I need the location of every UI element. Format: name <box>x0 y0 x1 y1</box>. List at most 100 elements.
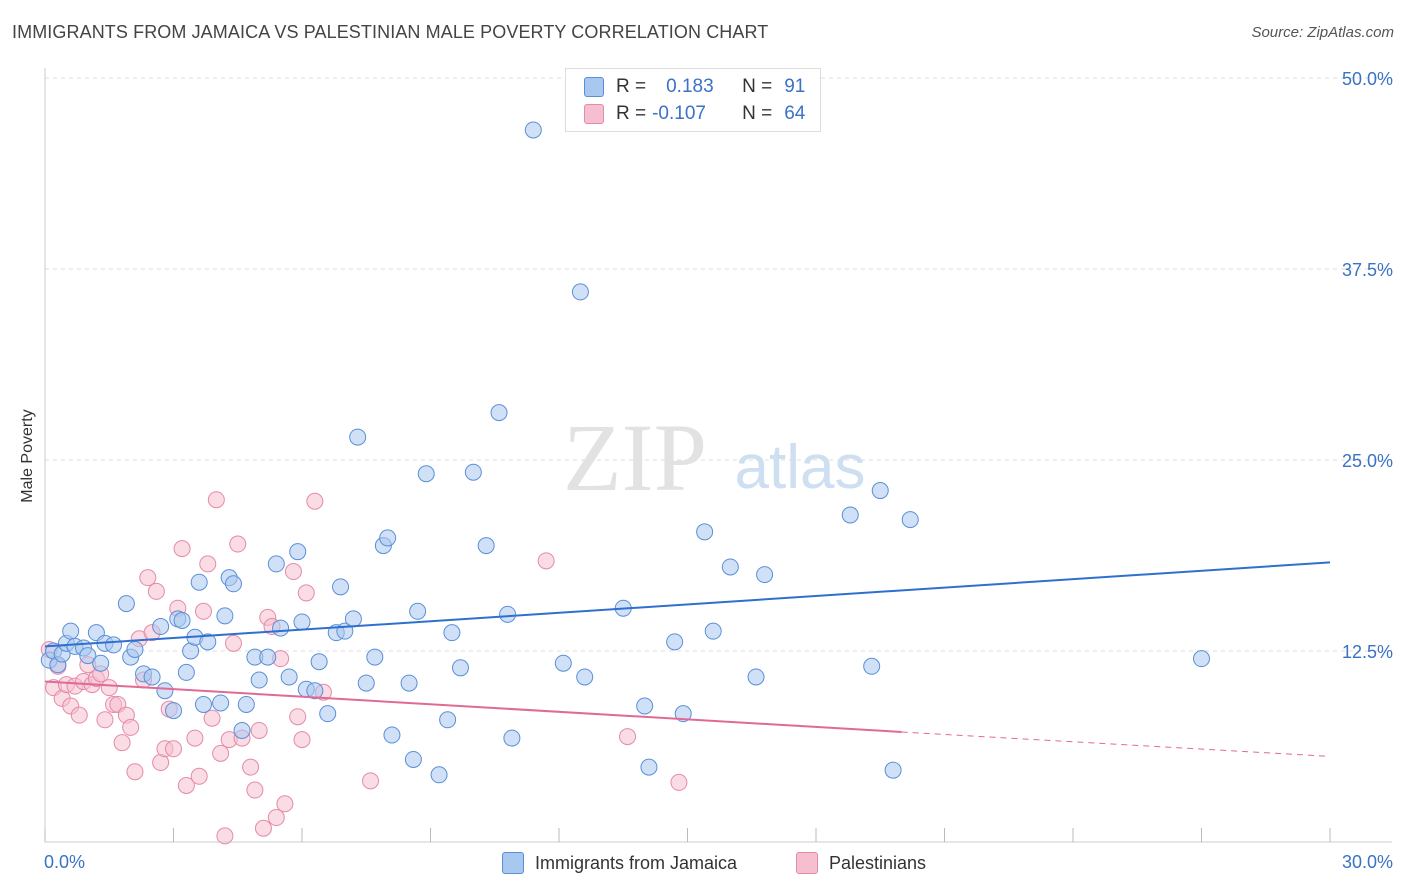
jamaica-point <box>79 647 97 665</box>
jamaica-point <box>237 695 255 713</box>
y-tick-label: 50.0% <box>1342 69 1393 89</box>
jamaica-point <box>451 659 469 677</box>
palestinians-point <box>203 709 221 727</box>
legend-r-label: R = <box>616 103 647 124</box>
legend-label-jamaica: Immigrants from Jamaica <box>535 852 738 873</box>
jamaica-point <box>289 543 307 561</box>
jamaica-point <box>704 622 722 640</box>
palestinians-point <box>165 740 182 758</box>
jamaica-point <box>404 750 422 768</box>
jamaica-point <box>173 611 191 629</box>
palestinians-point <box>173 540 191 558</box>
palestinians-point <box>670 773 688 791</box>
jamaica-point <box>439 711 457 729</box>
palestinians-point <box>139 569 157 587</box>
jamaica-point <box>272 619 290 637</box>
palestinians-point <box>289 708 307 726</box>
jamaica-point <box>576 668 594 686</box>
jamaica-point <box>165 702 182 720</box>
palestinians-point <box>177 776 195 794</box>
palestinians-point <box>122 718 140 736</box>
y-tick-label: 12.5% <box>1342 642 1393 662</box>
palestinians-point <box>224 634 242 652</box>
jamaica-point <box>117 595 135 613</box>
palestinians-point <box>199 555 217 573</box>
palestinians-point <box>126 763 144 781</box>
palestinians-point <box>194 602 212 620</box>
palestinians-point <box>306 492 324 510</box>
legend-swatch-pink <box>584 104 604 124</box>
jamaica-point <box>841 506 859 524</box>
jamaica-point <box>126 640 144 658</box>
jamaica-point <box>293 613 311 631</box>
jamaica-point <box>250 671 268 689</box>
palestinians-point <box>276 795 294 813</box>
legend-n-value: 64 <box>784 103 806 124</box>
jamaica-point <box>409 602 427 620</box>
jamaica-point <box>344 610 362 628</box>
watermark-atlas: atlas <box>735 433 866 502</box>
jamaica-point <box>503 729 521 747</box>
palestinians-point <box>250 721 268 739</box>
legend-n-label: N = <box>742 76 773 97</box>
legend-swatch-pink <box>796 852 818 874</box>
chart-source: Source: ZipAtlas.com <box>1251 24 1394 41</box>
stats-legend: R = 0.183 N = 91 R = -0.107 N = 64 <box>565 68 821 132</box>
palestinians-point <box>113 734 131 752</box>
jamaica-point <box>62 622 80 640</box>
palestinians-point <box>297 584 315 602</box>
jamaica-point <box>92 654 110 672</box>
jamaica-point <box>105 636 123 654</box>
jamaica-point <box>194 695 212 713</box>
jamaica-point <box>212 694 230 712</box>
jamaica-point <box>490 404 508 422</box>
jamaica-point <box>177 663 195 681</box>
jamaica-point <box>400 674 418 692</box>
palestinians-point <box>293 731 311 749</box>
palestinians-point <box>186 729 204 747</box>
x-tick-label-max: 30.0% <box>1341 852 1393 872</box>
jamaica-point <box>143 668 161 686</box>
gridlines <box>45 77 1392 652</box>
legend-r-label: R = <box>616 76 647 97</box>
palestinians-point <box>96 711 114 729</box>
jamaica-point <box>571 283 589 301</box>
palestinians-point <box>190 767 208 785</box>
legend-n-value: 91 <box>784 76 806 97</box>
jamaica-point <box>464 463 482 481</box>
chart-title: IMMIGRANTS FROM JAMAICA VS PALESTINIAN M… <box>12 22 769 42</box>
jamaica-point <box>863 657 881 675</box>
jamaica-point <box>747 668 765 686</box>
palestinians-point <box>147 582 165 600</box>
watermark-zip: ZIP <box>563 404 707 511</box>
jamaica-point <box>190 573 208 591</box>
palestinians-point <box>229 535 247 553</box>
palestinians-point <box>362 772 380 790</box>
palestinians-point <box>284 563 302 581</box>
palestinians-point <box>100 679 118 697</box>
trend-lines <box>44 561 1331 757</box>
palestinians-point <box>246 781 264 799</box>
jamaica-point <box>224 575 242 593</box>
jamaica-point <box>674 705 692 723</box>
legend-swatch-blue <box>502 852 524 874</box>
jamaica-point <box>267 555 285 573</box>
legend-label-palestinians: Palestinians <box>829 852 927 873</box>
jamaica-point <box>871 482 889 500</box>
jamaica-point <box>636 697 654 715</box>
jamaica-point <box>499 605 517 623</box>
legend-item-palestinians: Palestinians <box>796 852 926 874</box>
jamaica-point <box>477 537 495 555</box>
jamaica-point <box>756 566 774 584</box>
jamaica-point <box>357 674 375 692</box>
jamaica-point <box>1193 650 1210 668</box>
legend-row-palestinians: R = -0.107 N = 64 <box>584 101 805 127</box>
jamaica-point <box>383 726 401 744</box>
jamaica-point <box>443 624 461 642</box>
jamaica-point <box>417 465 435 483</box>
jamaica-point <box>554 654 572 672</box>
legend-r-value: -0.107 <box>652 103 706 124</box>
jamaica-point <box>524 121 542 139</box>
palestinians-point <box>254 819 272 837</box>
